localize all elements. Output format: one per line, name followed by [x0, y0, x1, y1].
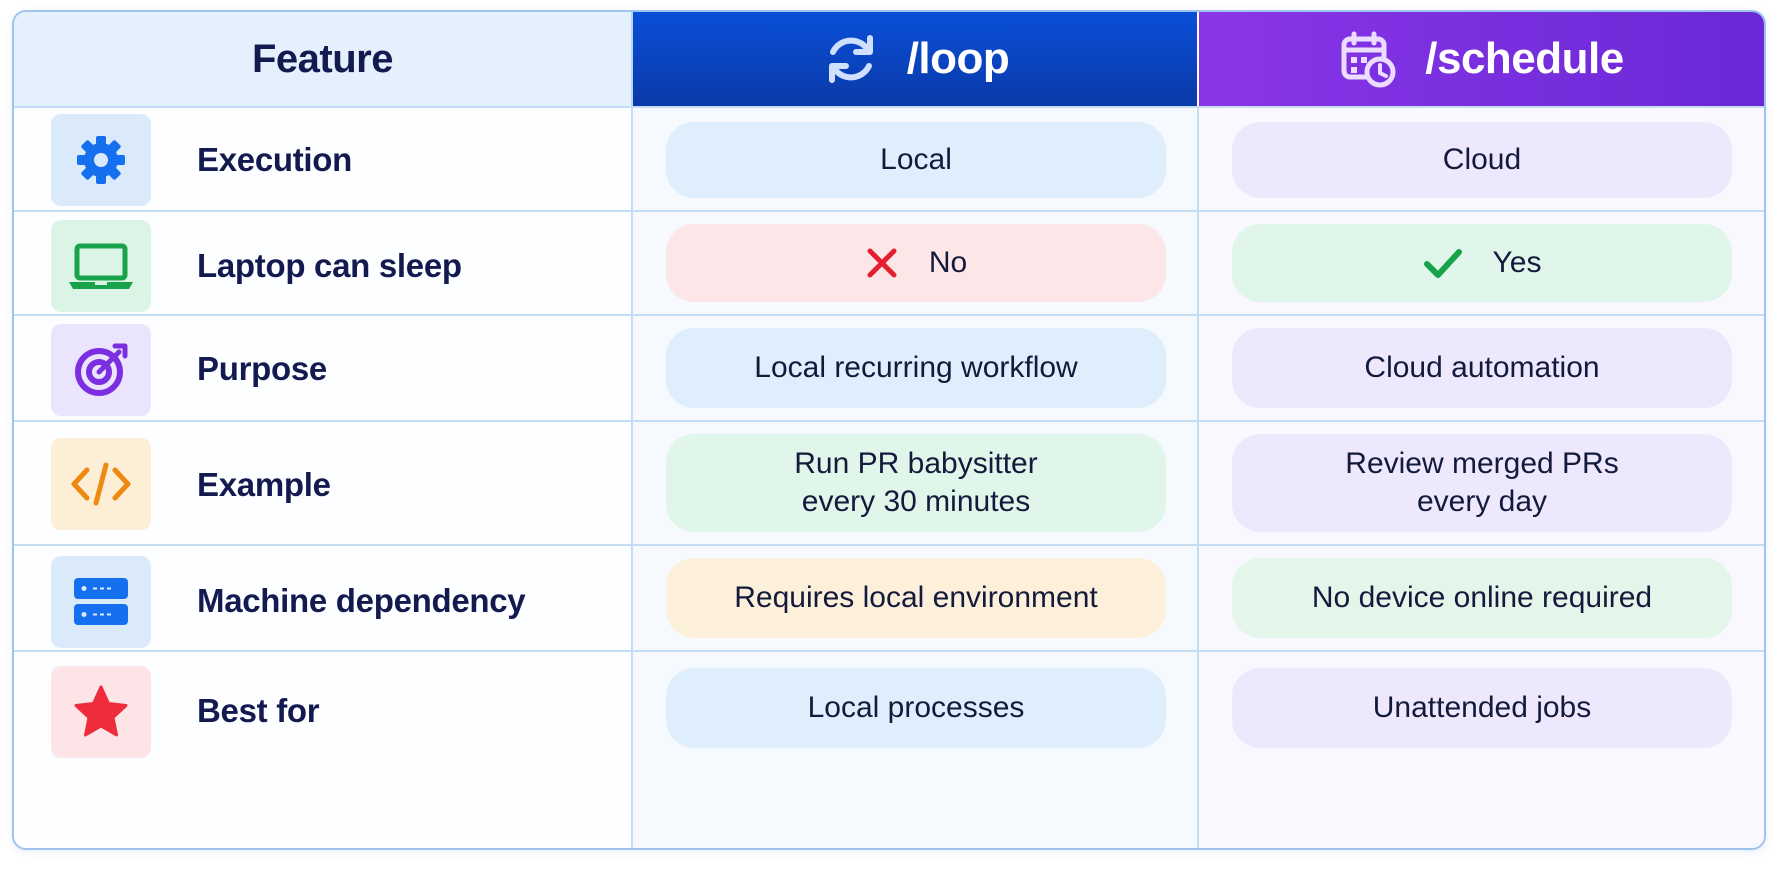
feature-label: Example	[197, 466, 331, 503]
feature-column-header: Feature	[14, 12, 633, 106]
code-icon	[51, 438, 151, 530]
loop-value-line2: every 30 minutes	[801, 485, 1031, 518]
server-icon	[51, 556, 151, 648]
target-icon	[51, 324, 151, 416]
star-icon	[51, 666, 151, 758]
feature-header-label: Feature	[252, 36, 394, 81]
schedule-column-header: /schedule	[1199, 12, 1764, 106]
feature-label: Machine dependency	[197, 582, 526, 619]
feature-label: Best for	[197, 692, 320, 729]
feature-label: Purpose	[197, 350, 327, 387]
cross-icon	[865, 246, 899, 280]
comparison-table: Feature /loop /	[12, 10, 1766, 850]
table-row: Machine dependency Requires local enviro…	[14, 544, 1764, 652]
loop-column-header: /loop	[633, 12, 1197, 106]
loop-value-line1: Run PR babysitter	[794, 447, 1038, 480]
feature-label: Execution	[197, 141, 353, 178]
check-icon	[1423, 246, 1463, 280]
schedule-value-line2: every day	[1416, 485, 1548, 518]
schedule-value-line1: Review merged PRs	[1345, 447, 1619, 480]
schedule-header-label: /schedule	[1425, 34, 1624, 83]
loop-value: Local processes	[807, 691, 1025, 724]
laptop-icon	[51, 220, 151, 312]
loop-value-pill: Requires local environment	[666, 558, 1166, 638]
loop-value: Local recurring workflow	[754, 351, 1078, 384]
loop-value-pill: Local recurring workflow	[666, 328, 1166, 408]
refresh-icon	[821, 29, 881, 89]
loop-value: Local	[880, 143, 952, 176]
schedule-value-pill: Yes	[1232, 224, 1732, 302]
loop-value-pill: Local processes	[666, 668, 1166, 748]
schedule-value: Cloud	[1442, 143, 1522, 176]
schedule-value: Yes	[1492, 246, 1542, 279]
table-row: Best for Local processes Unattended jobs	[14, 650, 1764, 848]
table-row: Purpose Local recurring workflow Cloud a…	[14, 314, 1764, 422]
schedule-value-pill: Review merged PRs every day	[1232, 434, 1732, 532]
schedule-value: Unattended jobs	[1372, 691, 1592, 724]
loop-value: Requires local environment	[734, 581, 1098, 614]
schedule-value: No device online required	[1311, 581, 1653, 614]
schedule-value-pill: Cloud automation	[1232, 328, 1732, 408]
loop-header-label: /loop	[906, 34, 1010, 83]
loop-value-pill: No	[666, 224, 1166, 302]
feature-label: Laptop can sleep	[197, 247, 462, 284]
schedule-value: Cloud automation	[1364, 351, 1600, 384]
schedule-value-pill: No device online required	[1232, 558, 1732, 638]
schedule-value-pill: Cloud	[1232, 122, 1732, 198]
calendar-clock-icon	[1339, 29, 1399, 89]
gear-icon	[51, 114, 151, 206]
table-row: Laptop can sleep No Yes	[14, 210, 1764, 316]
table-row: Execution Local Cloud	[14, 106, 1764, 212]
loop-value: No	[928, 246, 968, 279]
table-row: Example Run PR babysitter every 30 minut…	[14, 420, 1764, 546]
loop-value-pill: Run PR babysitter every 30 minutes	[666, 434, 1166, 532]
schedule-value-pill: Unattended jobs	[1232, 668, 1732, 748]
loop-value-pill: Local	[666, 122, 1166, 198]
